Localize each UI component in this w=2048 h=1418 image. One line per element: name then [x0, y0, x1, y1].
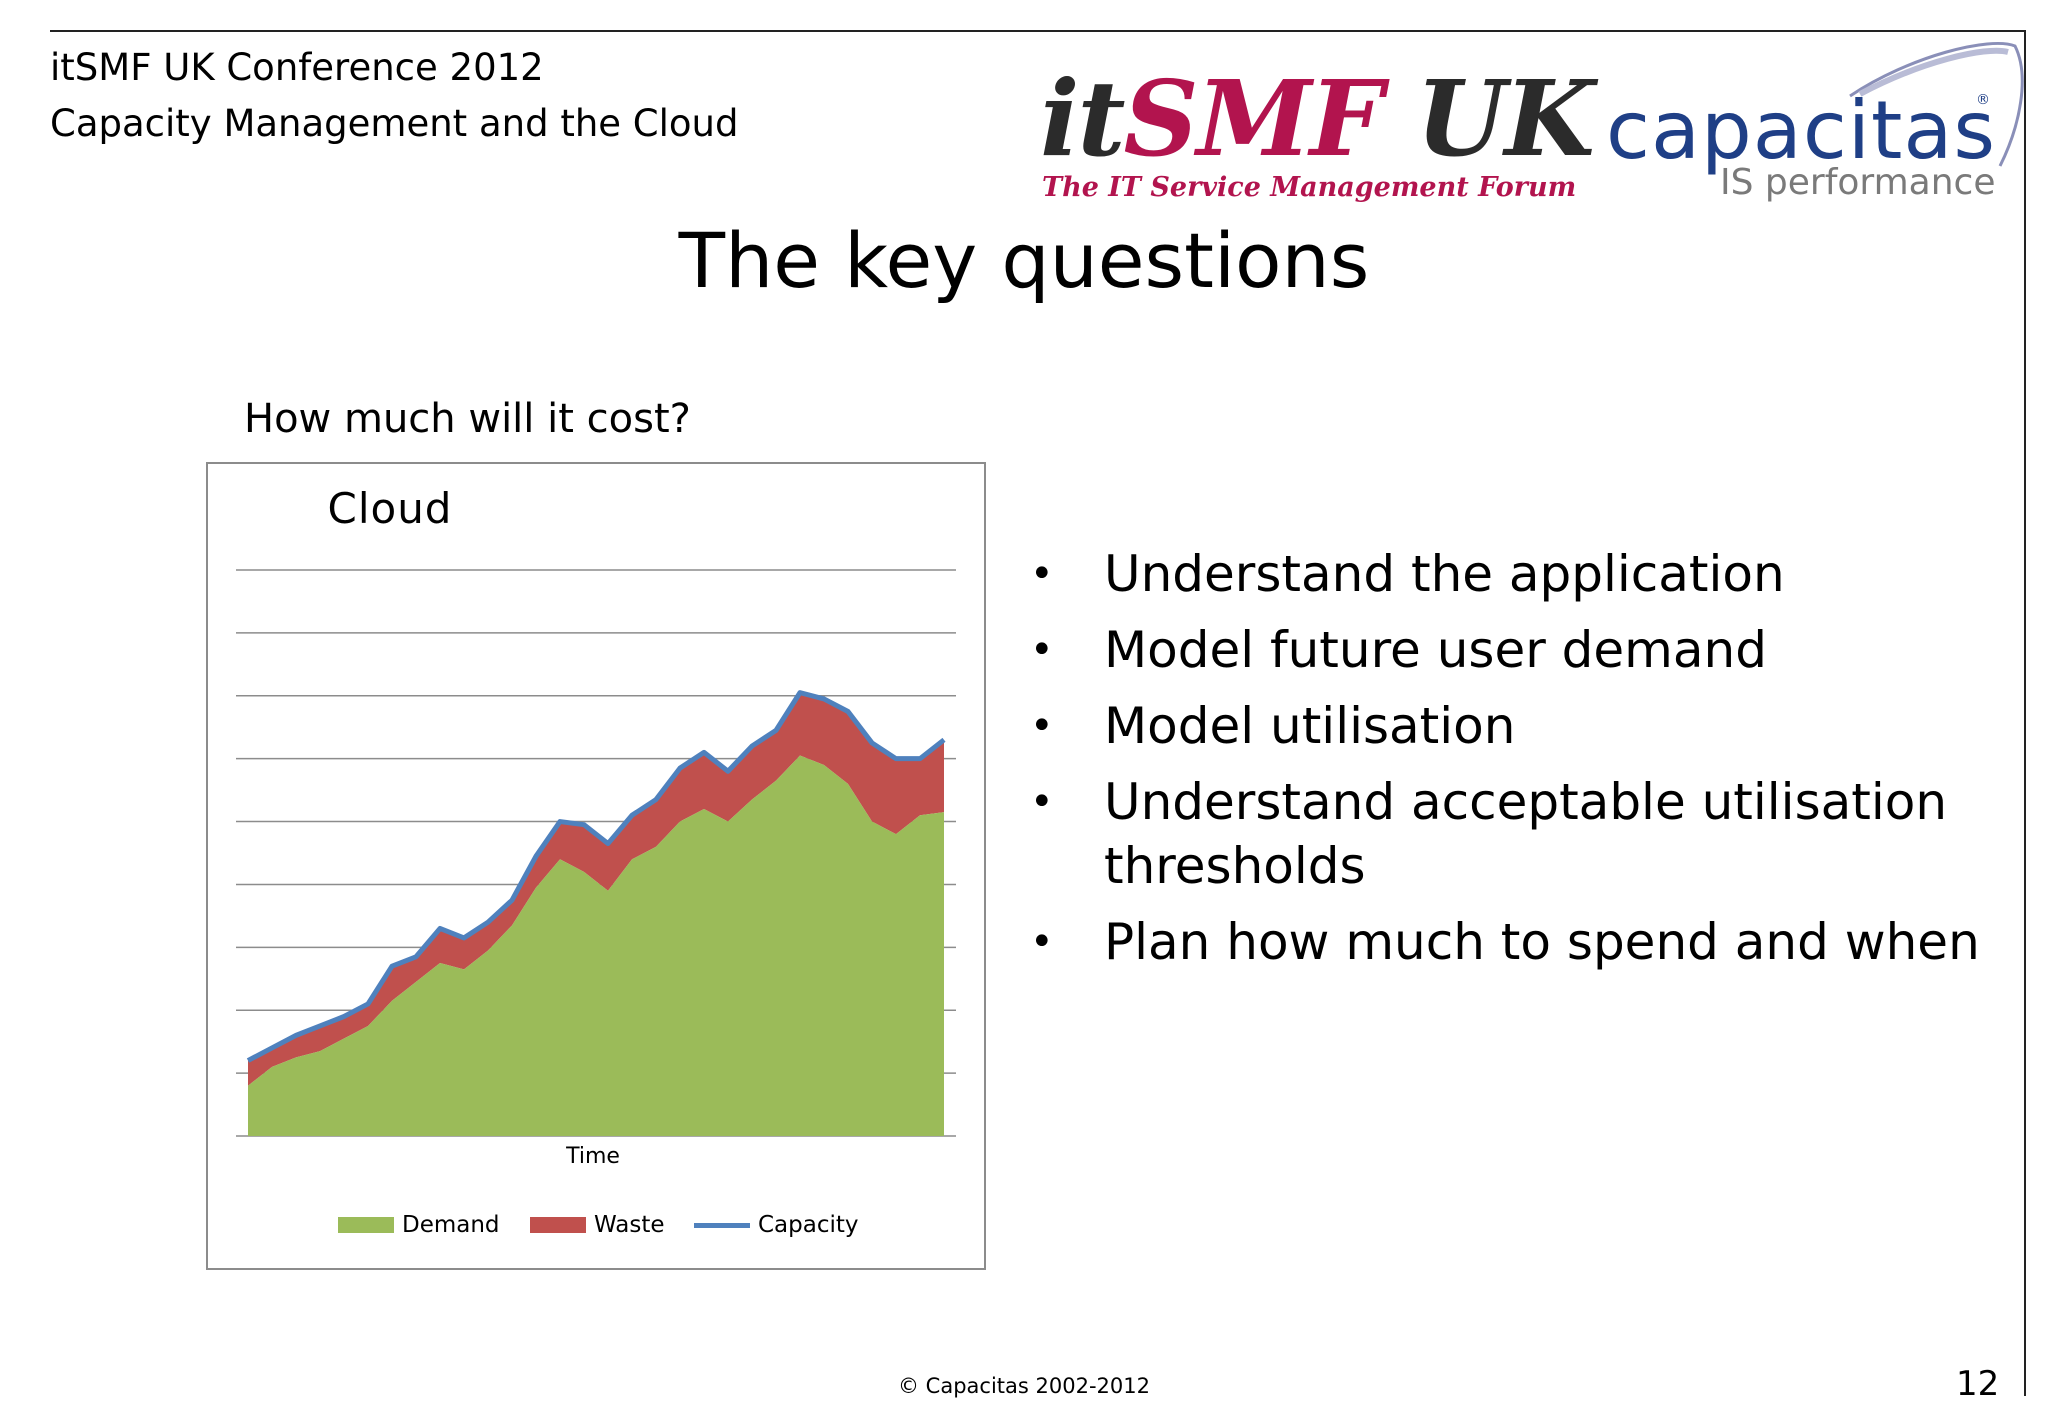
capacity-line [246, 690, 946, 1063]
itsmf-tagline: The IT Service Management Forum [1042, 172, 1577, 203]
bullet-item: • Model future user demand [1030, 618, 2010, 682]
bullet-item: • Model utilisation [1030, 694, 2010, 758]
bullet-icon: • [1030, 703, 1054, 749]
legend-capacity: Capacity [694, 1212, 859, 1238]
legend-demand-swatch [338, 1217, 394, 1233]
legend-waste-swatch [530, 1217, 586, 1233]
demand-area [248, 755, 944, 1136]
copyright-footer: © Capacitas 2002-2012 [898, 1374, 1150, 1398]
conference-name: itSMF UK Conference 2012 [50, 46, 544, 89]
chart-title: Cloud [327, 484, 453, 533]
bullet-icon: • [1030, 779, 1054, 825]
session-title: Capacity Management and the Cloud [50, 102, 739, 145]
capacitas-tagline: IS performance [1720, 162, 1996, 203]
itsmf-uk-logo: itSMF UK The IT Service Management Forum [1040, 57, 1595, 204]
right-border-rule [2024, 30, 2026, 1396]
bullet-item: • Understand the application [1030, 542, 2010, 606]
legend-capacity-swatch [694, 1222, 750, 1228]
area-chart [236, 569, 956, 1137]
legend-demand: Demand [338, 1212, 500, 1238]
x-axis-label: Time [566, 1144, 620, 1169]
header-rule [50, 30, 2025, 32]
capacitas-wordmark: capacitas [1606, 84, 1997, 177]
capacitas-swoosh-icon [1849, 42, 2024, 167]
bullet-list: • Understand the application • Model futur… [1030, 542, 2010, 986]
waste-area [248, 692, 944, 1086]
bullet-item: • Understand acceptable utilisation thres… [1030, 770, 2010, 898]
page-number: 12 [1956, 1364, 2000, 1404]
legend-waste-label: Waste [594, 1212, 665, 1238]
legend-waste: Waste [530, 1212, 665, 1238]
bullet-icon: • [1030, 627, 1054, 673]
bullet-item: • Plan how much to spend and when [1030, 910, 2010, 974]
slide-title: The key questions [678, 216, 1370, 305]
capacitas-logo: capacitas ® IS performance [1600, 36, 2030, 216]
bullet-icon: • [1030, 551, 1054, 597]
bullet-icon: • [1030, 919, 1054, 965]
chart-question: How much will it cost? [244, 396, 691, 442]
legend-demand-label: Demand [402, 1212, 500, 1238]
legend-capacity-label: Capacity [758, 1212, 859, 1238]
